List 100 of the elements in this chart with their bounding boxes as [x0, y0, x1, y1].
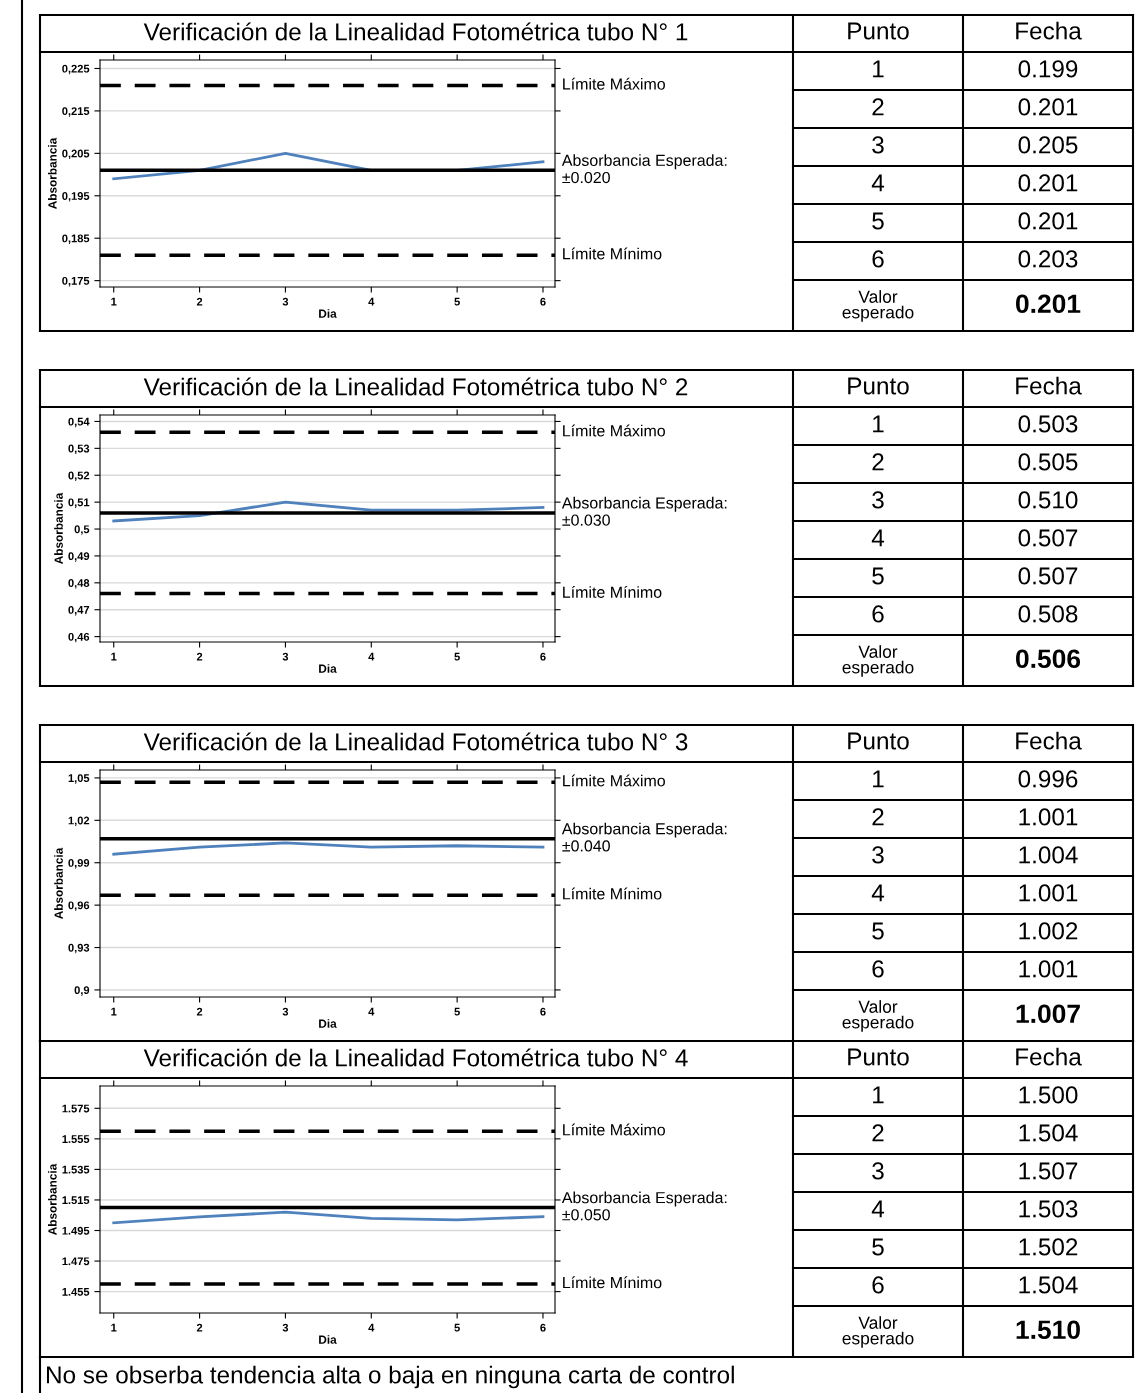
y-tick-label: 0,51 — [68, 498, 90, 508]
y-axis-title: Absorbancia — [48, 1163, 57, 1235]
x-tick-label: 2 — [196, 1323, 203, 1332]
text: 0.503 — [1018, 415, 1078, 433]
y-tick-label: 0,52 — [68, 471, 90, 481]
ref-line-label: Absorbancia Esperada: ±0.050 — [561, 1191, 727, 1221]
text: Valor esperado — [842, 290, 914, 322]
x-axis-title: Dia — [319, 664, 337, 673]
ref-line-label: Absorbancia Esperada: ±0.020 — [561, 154, 727, 184]
category-label: 3 — [872, 136, 884, 154]
y-tick-label: 1,02 — [68, 816, 90, 827]
y-tick-label: 1.515 — [62, 1196, 90, 1205]
text: 0.205 — [1018, 136, 1078, 154]
text: Valor esperado — [842, 1000, 914, 1032]
text: Fecha — [1016, 21, 1082, 40]
x-tick-label: 2 — [196, 652, 203, 661]
text: 1.503 — [1019, 1200, 1078, 1218]
text: 1.507 — [1019, 1162, 1078, 1180]
x-tick-label: 2 — [196, 297, 203, 306]
ref-line-label: Límite Máximo — [563, 774, 665, 787]
ref-line-label: Límite Mínimo — [563, 585, 662, 598]
text: Fecha — [1016, 731, 1082, 750]
text: 1.001 — [1019, 808, 1078, 826]
y-tick-label: 1.455 — [62, 1288, 90, 1296]
text: 1.002 — [1019, 922, 1078, 940]
x-tick-label: 4 — [368, 1007, 375, 1016]
text: No se obserba tendencia alta o baja en ninguna carta de control — [46, 1365, 734, 1389]
y-tick-label: 1.495 — [62, 1226, 90, 1235]
text: 0.199 — [1018, 60, 1078, 78]
x-tick-label: 2 — [196, 1007, 203, 1016]
text: Punto — [848, 377, 909, 395]
category-label: 4 — [871, 174, 885, 192]
category-label: 2 — [872, 453, 884, 471]
text: 1.504 — [1019, 1276, 1078, 1294]
y-tick-label: 0,48 — [68, 579, 90, 589]
text: 0.507 — [1018, 567, 1078, 585]
text: 1.001 — [1019, 960, 1078, 978]
y-tick-label: 0,49 — [68, 552, 90, 562]
text: Valor esperado — [842, 1316, 914, 1348]
category-label: 4 — [871, 1200, 885, 1218]
category-label: 6 — [872, 960, 884, 978]
x-tick-label: 6 — [540, 1323, 546, 1332]
text: 1.007 — [1016, 1004, 1080, 1024]
text: 0.996 — [1018, 770, 1078, 788]
y-axis-title: Absorbancia — [48, 137, 57, 209]
text: 1.504 — [1019, 1124, 1078, 1142]
category-label: 5 — [872, 1238, 884, 1256]
y-tick-label: 0,205 — [62, 149, 90, 160]
x-tick-label: 6 — [540, 1007, 546, 1016]
ref-line-label: Límite Máximo — [563, 424, 665, 437]
text: Punto — [848, 1048, 909, 1066]
text: 0.201 — [1018, 98, 1078, 116]
y-tick-label: 1.575 — [62, 1104, 90, 1113]
x-tick-label: 5 — [454, 1323, 460, 1332]
category-label: 1 — [873, 415, 884, 433]
text: 0.510 — [1018, 491, 1078, 509]
x-tick-label: 5 — [454, 297, 460, 306]
y-tick-label: 0,96 — [68, 901, 90, 911]
x-tick-label: 1 — [111, 652, 117, 661]
text: 1.510 — [1016, 1320, 1080, 1340]
y-tick-label: 1.555 — [62, 1135, 90, 1143]
text: Fecha — [1016, 1047, 1082, 1066]
y-tick-label: 0,9 — [74, 986, 90, 996]
x-tick-label: 6 — [540, 297, 546, 306]
text: Punto — [848, 732, 909, 750]
y-tick-label: 0,195 — [62, 192, 90, 202]
category-label: 2 — [872, 1124, 884, 1142]
ref-line-label: Absorbancia Esperada: ±0.040 — [561, 822, 727, 852]
category-label: 2 — [872, 808, 884, 826]
category-label: 6 — [872, 250, 884, 268]
category-label: 3 — [872, 846, 884, 864]
x-tick-label: 3 — [282, 652, 289, 661]
x-tick-label: 1 — [111, 1323, 117, 1332]
category-label: 5 — [872, 212, 884, 230]
y-tick-label: 0,215 — [62, 107, 90, 117]
chart-title: Verificación de la Linealidad Fotométrica tubo N° 2 — [143, 377, 688, 396]
text: 0.508 — [1018, 605, 1078, 623]
x-tick-label: 5 — [454, 1007, 460, 1016]
y-tick-label: 1.535 — [62, 1165, 90, 1174]
chart-title: Verificación de la Linealidad Fotométrica tubo N° 1 — [143, 22, 688, 41]
category-label: 4 — [871, 529, 885, 547]
text: 1.500 — [1019, 1086, 1078, 1104]
y-tick-label: 1,05 — [68, 774, 90, 784]
y-tick-label: 0,185 — [62, 234, 90, 244]
chart-title: Verificación de la Linealidad Fotométrica tubo N° 3 — [143, 732, 688, 751]
text: 1.502 — [1019, 1238, 1078, 1256]
x-tick-label: 3 — [282, 1007, 289, 1016]
x-tick-label: 3 — [282, 1323, 289, 1332]
category-label: 2 — [872, 98, 884, 116]
text: 0.201 — [1018, 174, 1078, 192]
x-axis-title: Dia — [319, 309, 337, 318]
y-tick-label: 0,175 — [62, 276, 90, 287]
x-axis-title: Dia — [319, 1019, 337, 1028]
line-series — [112, 1210, 545, 1225]
text: Punto — [848, 22, 909, 40]
y-tick-label: 0,53 — [68, 444, 90, 455]
x-tick-label: 4 — [368, 1323, 375, 1332]
category-label: 1 — [873, 60, 884, 78]
category-label: 6 — [872, 605, 884, 623]
y-tick-label: 0,54 — [68, 417, 90, 428]
